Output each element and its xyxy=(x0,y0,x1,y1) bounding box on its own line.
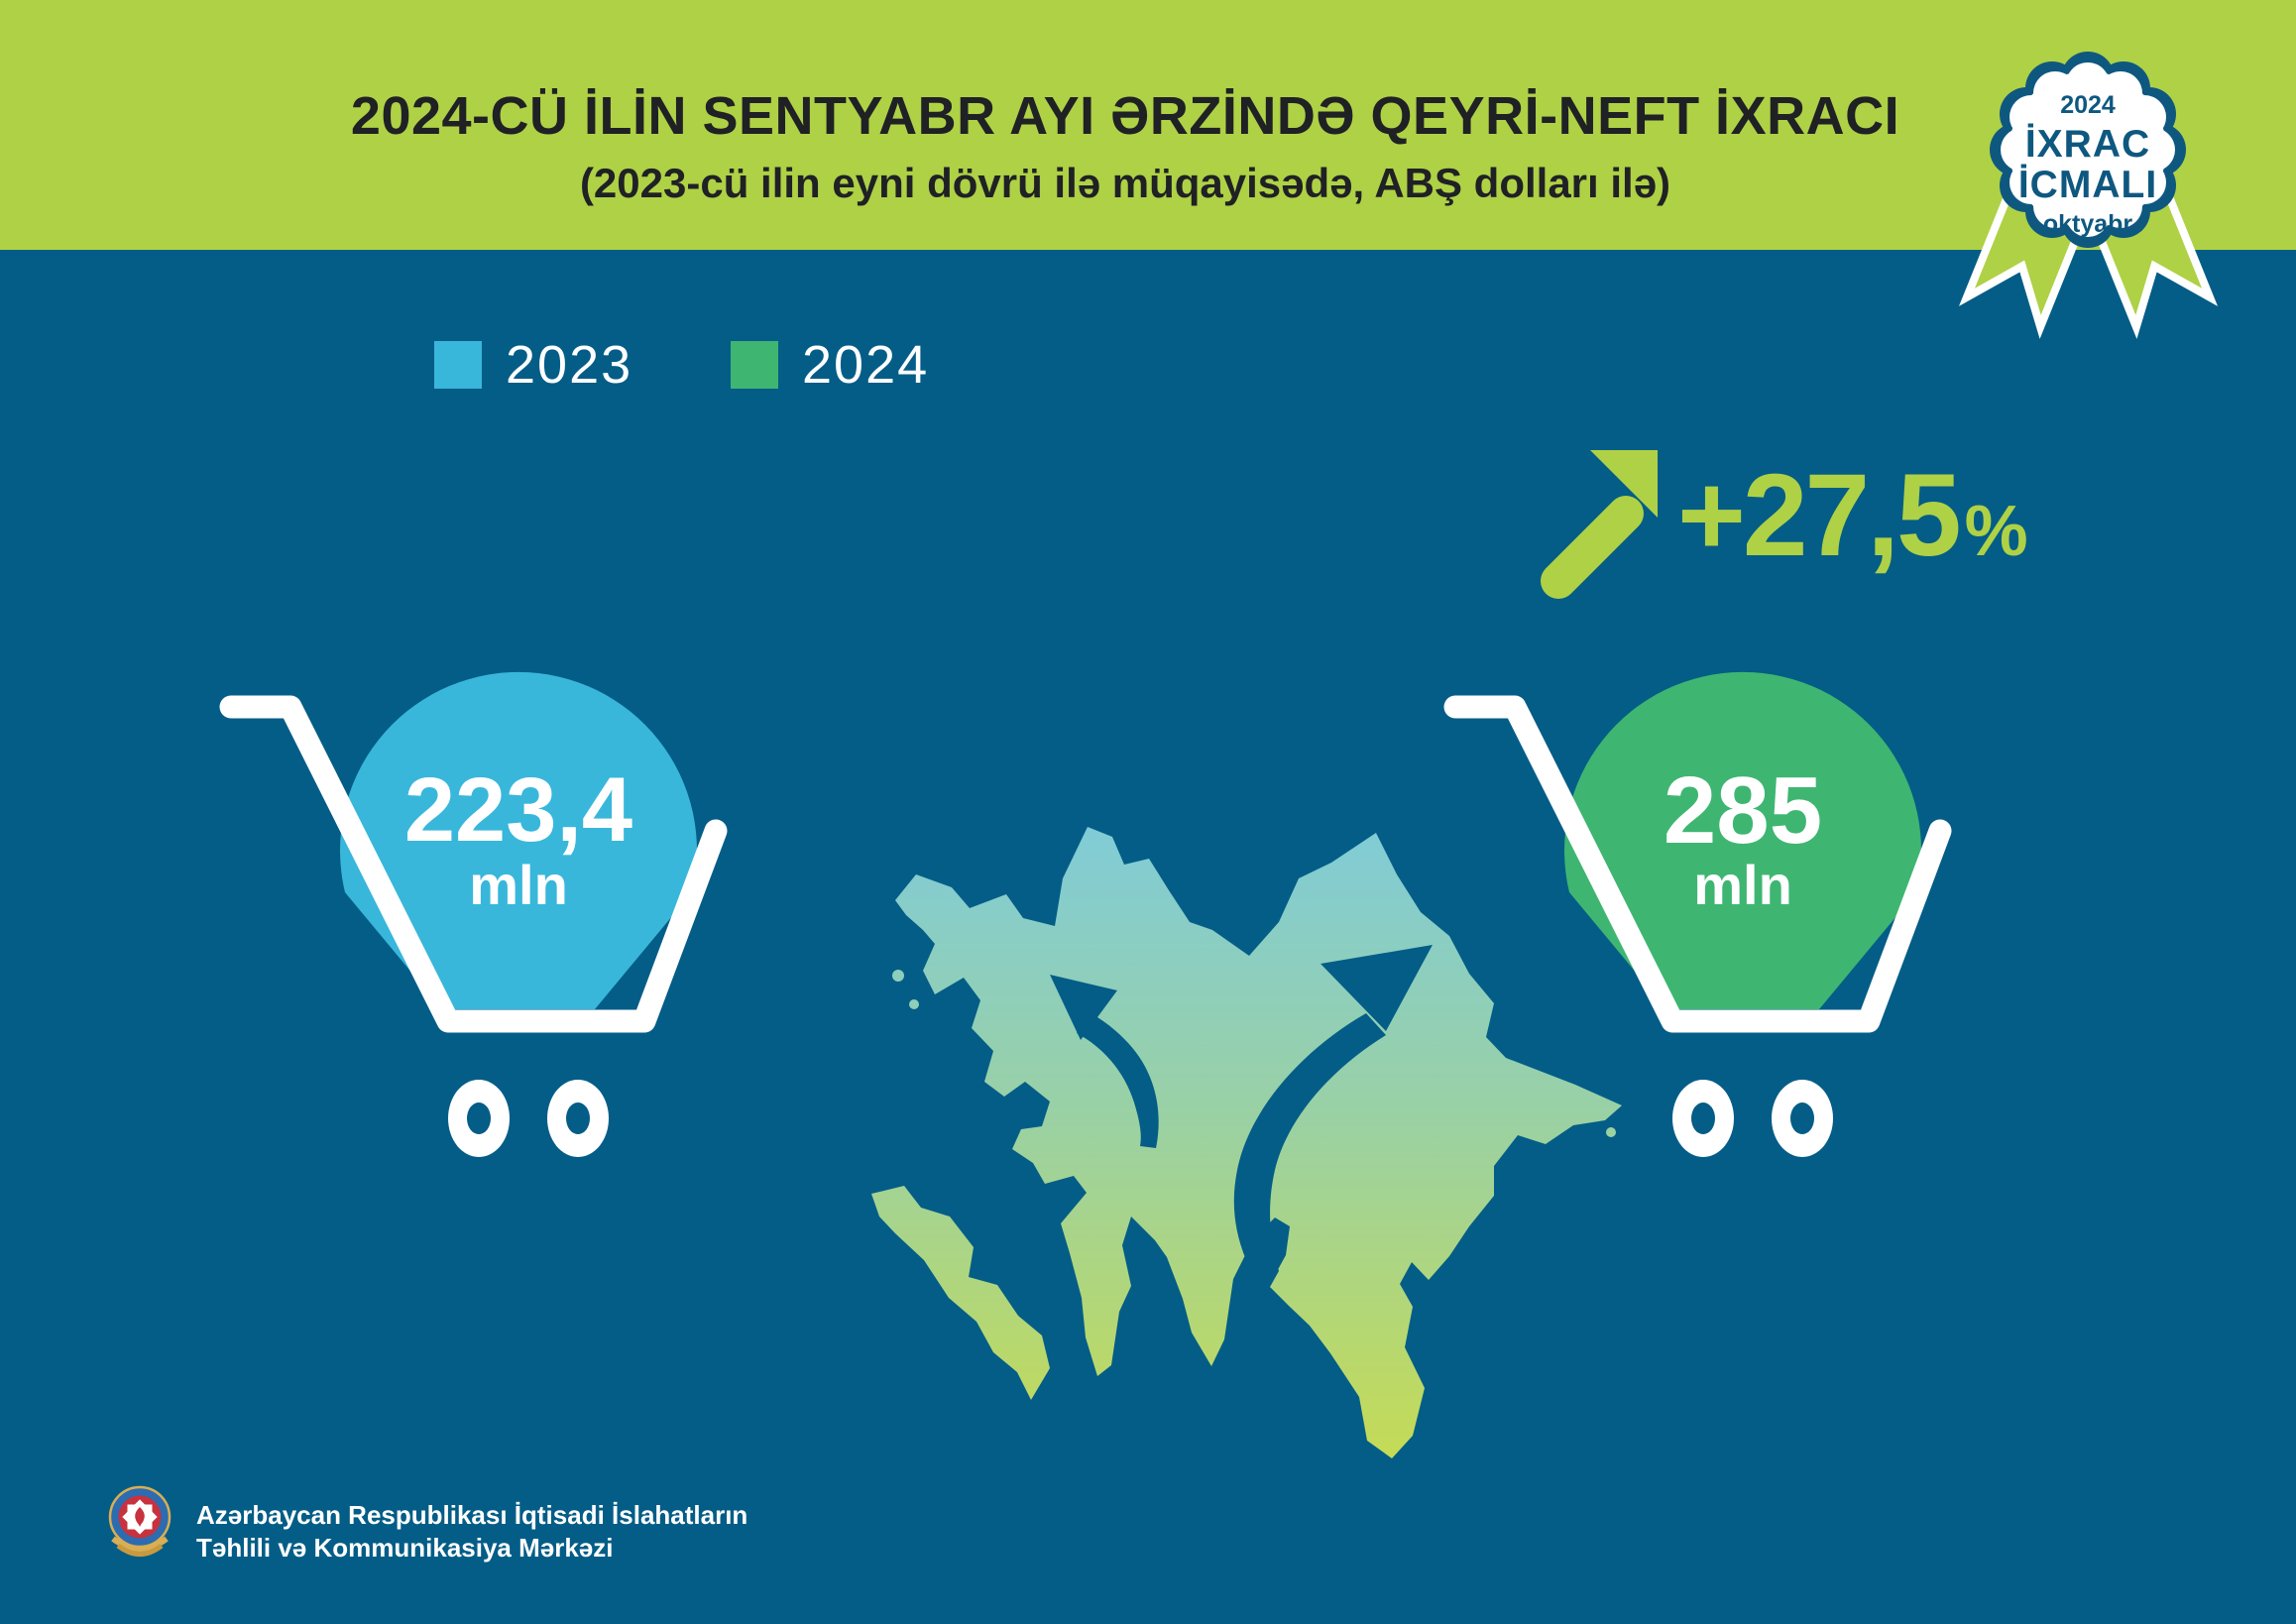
growth-value: +27,5 xyxy=(1677,450,1962,581)
rosette-face-icon xyxy=(2001,62,2175,237)
export-arrow-left-icon xyxy=(1050,975,1159,1148)
cart-2023-unit: mln xyxy=(469,854,568,916)
footer-organization: Azərbaycan Respublikası İqtisadi İslahat… xyxy=(196,1499,747,1565)
legend-swatch-2023-icon xyxy=(434,341,482,389)
footer-org-line1: Azərbaycan Respublikası İqtisadi İslahat… xyxy=(196,1500,748,1530)
map-islet xyxy=(892,970,904,982)
map-nakhchivan xyxy=(871,1186,1050,1400)
growth-unit: % xyxy=(1964,492,2028,571)
cart-2024-unit: mln xyxy=(1693,854,1792,916)
cart-2023-value: 223,4 xyxy=(404,759,632,861)
cart-wheels-icon xyxy=(448,1080,609,1157)
export-review-badge: 2024 İXRAC İCMALI oktyabr xyxy=(1958,52,2219,339)
cart-2024-value: 285 xyxy=(1664,757,1822,864)
header-band xyxy=(0,0,2296,250)
badge-year: 2024 xyxy=(2060,91,2116,119)
cart-2024: 285 mln xyxy=(1443,671,1952,1157)
header: 2024-CÜ İLİN SENTYABR AYI ƏRZİNDƏ QEYRİ-… xyxy=(119,86,2131,207)
cart-outline-icon xyxy=(219,695,728,1033)
legend-swatch-2024-icon xyxy=(731,341,778,389)
coat-of-arms-icon xyxy=(108,1485,172,1557)
cart-2024-balloon xyxy=(1564,671,1921,1009)
map-islet xyxy=(1606,1127,1616,1137)
azerbaijan-map xyxy=(871,827,1622,1458)
legend-label-2023: 2023 xyxy=(506,335,633,395)
cart-wheels-icon xyxy=(1672,1080,1833,1157)
badge-line2: İCMALI xyxy=(2018,164,2157,206)
cart-2023-balloon xyxy=(340,671,698,1009)
growth-indicator: +27,5% xyxy=(1677,448,2028,583)
legend-item-2024: 2024 xyxy=(731,335,929,395)
cart-2023: 223,4 mln xyxy=(219,671,728,1157)
cart-outline-icon xyxy=(1443,695,1952,1033)
legend-item-2023: 2023 xyxy=(434,335,632,395)
export-arrow-right-icon xyxy=(1233,945,1433,1296)
legend-label-2024: 2024 xyxy=(802,335,930,395)
badge-month: oktyabr xyxy=(2043,210,2133,238)
map-islet xyxy=(909,999,919,1009)
trend-up-arrow-icon xyxy=(1541,450,1658,599)
page-title: 2024-CÜ İLİN SENTYABR AYI ƏRZİNDƏ QEYRİ-… xyxy=(350,86,1900,146)
footer-org-line2: Təhlili və Kommunikasiya Mərkəzi xyxy=(196,1533,614,1563)
page-subtitle: (2023-cü ilin eyni dövrü ilə müqayisədə,… xyxy=(579,160,1671,207)
badge-line1: İXRAC xyxy=(2025,123,2150,166)
